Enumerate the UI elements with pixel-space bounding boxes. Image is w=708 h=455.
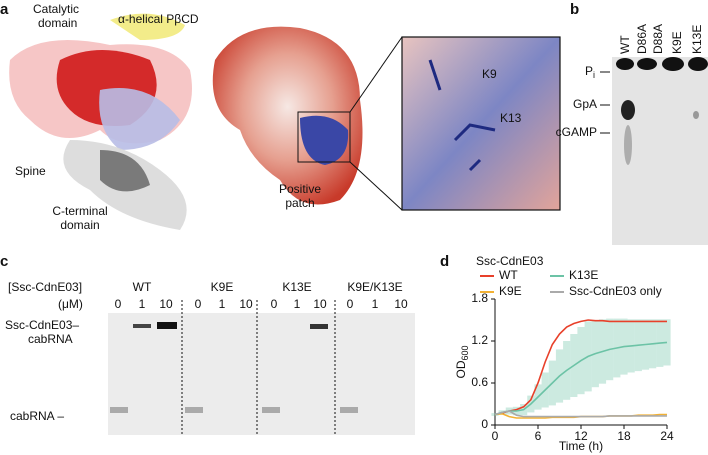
series-line (494, 410, 667, 418)
concentration: 10 (313, 297, 327, 311)
concentration: 0 (347, 297, 354, 311)
group-label: K9E/K13E (347, 280, 402, 294)
surface-model (212, 26, 561, 211)
label: [Ssc-CdnE03] (8, 280, 82, 294)
series-line (494, 341, 668, 416)
legend-title: Ssc-CdnE03 (476, 254, 544, 268)
band-label: cabRNA – (10, 409, 64, 423)
concentration: 1 (219, 297, 226, 311)
lane-label: D88A (651, 24, 665, 54)
label: Catalytic (33, 2, 79, 16)
group-label: K13E (282, 280, 311, 294)
band-label: Ssc-CdnE03– (5, 318, 79, 332)
lane-label: WT (618, 35, 632, 54)
concentration: 0 (115, 297, 122, 311)
concentration: 10 (239, 297, 253, 311)
subscript: 600 (460, 345, 470, 360)
tlc-plate (600, 57, 708, 245)
label: patch (285, 196, 314, 210)
label: domain (38, 16, 77, 30)
label: Spine (15, 164, 46, 178)
lane-label: K9E (670, 31, 684, 54)
y-tick-label: 1.8 (471, 291, 488, 305)
panel-letter: d (440, 253, 449, 270)
concentration: 10 (159, 297, 173, 311)
concentration: 1 (139, 297, 146, 311)
panel-letter: b (570, 1, 579, 18)
concentration: 1 (372, 297, 379, 311)
label: Positive (279, 182, 321, 196)
group-label: WT (133, 280, 152, 294)
y-tick-label: 0.6 (471, 375, 488, 389)
subscript: i (593, 70, 595, 80)
label: α-helical PβCD (118, 12, 199, 26)
label: C-terminal (52, 204, 107, 218)
band-label: cabRNA (28, 332, 73, 346)
label: domain (60, 218, 99, 232)
x-tick-label: 12 (574, 429, 588, 443)
x-axis-label: Time (h) (559, 439, 603, 453)
legend-label: K9E (499, 284, 522, 298)
legend-label: WT (499, 268, 518, 282)
concentration: 1 (294, 297, 301, 311)
label: K13 (500, 111, 522, 125)
band-label: GpA (573, 97, 597, 111)
lane-label: D86A (635, 24, 649, 54)
x-tick-label: 24 (660, 429, 674, 443)
concentration: 0 (195, 297, 202, 311)
x-tick-label: 0 (492, 429, 499, 443)
label: OD (454, 360, 468, 378)
x-tick-label: 18 (617, 429, 631, 443)
y-tick-label: 1.2 (471, 333, 488, 347)
label: P (585, 64, 593, 78)
concentration: 10 (394, 297, 408, 311)
y-axis-label: OD600 (454, 345, 470, 378)
lane-label: K13E (690, 25, 704, 54)
panel-letter: c (0, 253, 8, 270)
legend-label: K13E (569, 268, 598, 282)
structure-cartoon (9, 13, 192, 230)
concentration: 0 (271, 297, 278, 311)
legend-label: Ssc-CdnE03 only (569, 284, 662, 298)
emsa-gel (108, 300, 415, 435)
label: K9 (482, 67, 497, 81)
label: (μM) (58, 297, 83, 311)
series-line (494, 319, 667, 416)
band-label: Pi (585, 64, 595, 80)
y-tick-label: 0 (481, 417, 488, 431)
group-label: K9E (211, 280, 234, 294)
band-label: cGAMP (556, 125, 597, 139)
x-tick-label: 6 (535, 429, 542, 443)
panel-letter: a (0, 1, 9, 18)
